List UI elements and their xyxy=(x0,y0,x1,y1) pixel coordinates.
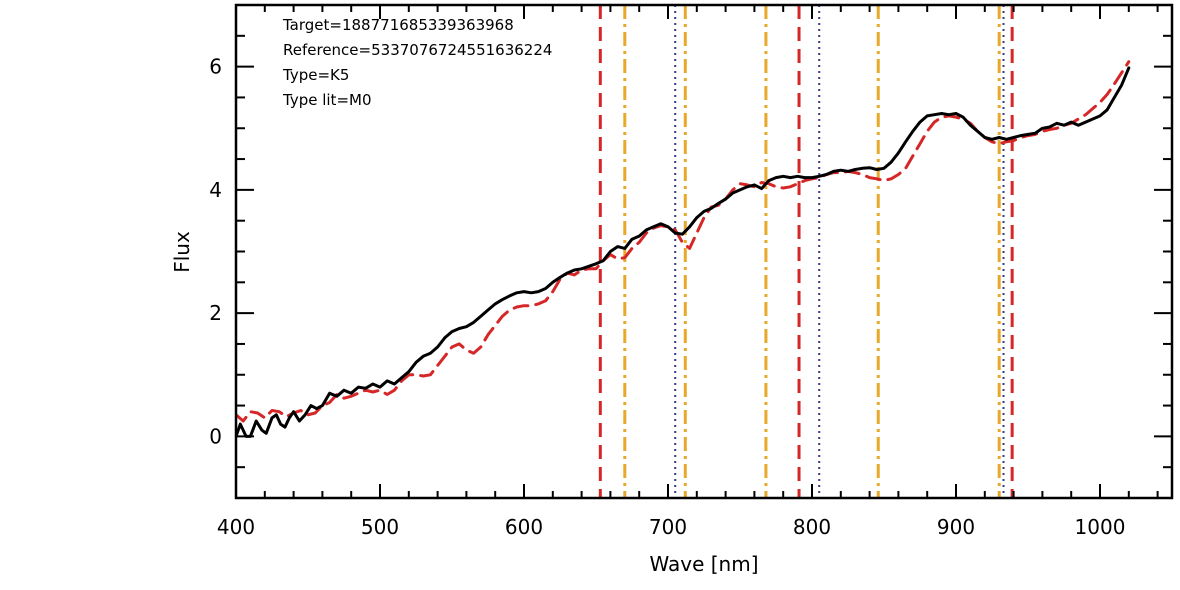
plot-frame xyxy=(234,3,1174,500)
x-tick-label: 1000 xyxy=(1075,515,1126,539)
x-tick-label: 700 xyxy=(649,515,687,539)
axis-ticks xyxy=(235,4,1172,499)
series-line-1 xyxy=(236,60,1131,423)
x-tick-label: 900 xyxy=(937,515,975,539)
x-tick-label: 500 xyxy=(361,515,399,539)
annotation-target: Target=188771685339363968 xyxy=(282,16,514,34)
axis-tick-labels: 400 500 600 700 800 900 1000 0 2 4 6 xyxy=(209,55,1125,539)
y-tick-label: 4 xyxy=(209,178,222,202)
y-tick-label: 6 xyxy=(209,55,222,79)
annotation-type-lit: Type lit=M0 xyxy=(282,91,372,109)
x-axis-title: Wave [nm] xyxy=(649,552,758,576)
x-tick-label: 600 xyxy=(505,515,543,539)
reference-lines xyxy=(598,5,1014,498)
x-tick-label: 800 xyxy=(793,515,831,539)
spectrum-series xyxy=(236,60,1131,438)
annotation-type: Type=K5 xyxy=(282,66,349,84)
y-axis-title: Flux xyxy=(170,231,194,273)
y-tick-label: 2 xyxy=(209,301,222,325)
x-tick-label: 400 xyxy=(217,515,255,539)
series-line-0 xyxy=(236,66,1131,438)
annotation-reference: Reference=5337076724551636224 xyxy=(283,41,552,59)
y-tick-label: 0 xyxy=(209,424,222,448)
